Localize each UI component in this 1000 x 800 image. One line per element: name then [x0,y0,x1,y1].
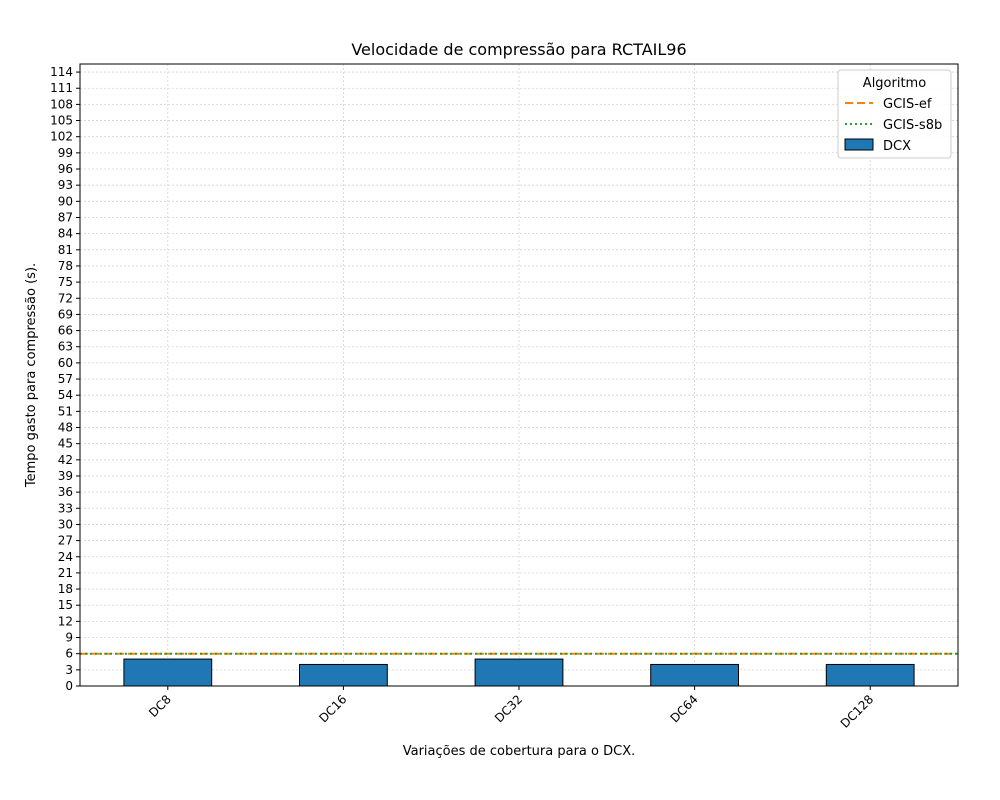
legend-title: Algoritmo [863,76,926,91]
y-tick-label: 51 [58,404,73,418]
x-axis-label: Variações de cobertura para o DCX. [403,744,636,759]
legend-swatch-dcx [844,138,874,151]
bar-series [123,658,915,687]
y-tick-label: 24 [58,550,73,564]
y-tick-label: 15 [58,598,73,612]
y-tick-label: 42 [58,453,73,467]
legend-label-gcis-s8b: GCIS-s8b [883,118,942,133]
y-tick-label: 99 [58,146,73,160]
y-tick-label: 114 [50,65,73,79]
y-tick-label: 21 [58,566,73,580]
bar-dcx [825,663,915,687]
y-tick-label: 33 [58,501,73,515]
y-axis-label: Tempo gasto para compressão (s). [24,263,39,488]
y-tick-label: 72 [58,291,73,305]
plot-frame [79,63,959,687]
y-tick-label: 18 [58,582,73,596]
legend-box [837,69,952,159]
legend-label-gcis-ef: GCIS-ef [883,97,932,112]
bar-dcx [123,658,213,687]
y-tick-label: 78 [58,259,73,273]
y-tick-label: 90 [58,194,73,208]
chart-title: Velocidade de compressão para RCTAIL96 [351,40,686,59]
y-tick-label: 75 [58,275,73,289]
y-tick-label: 111 [50,81,73,95]
legend: Algoritmo GCIS-ef GCIS-s8b DCX [837,69,952,159]
y-tick-label: 0 [65,679,73,693]
y-tick-label: 45 [58,437,73,451]
y-tick-label: 87 [58,210,73,224]
bar-dcx [299,663,388,687]
y-tick-label: 57 [58,372,73,386]
y-tick-label: 96 [58,162,73,176]
y-tick-label: 12 [58,614,73,628]
y-tick-label: 63 [58,340,73,354]
y-tick-label: 9 [65,631,73,645]
y-tick-label: 48 [58,421,73,435]
y-tick-label: 30 [58,517,73,531]
bar-dcx [650,663,740,687]
y-tick-label: 36 [58,485,73,499]
y-tick-label: 93 [58,178,73,192]
y-tick-label: 84 [58,227,73,241]
y-tick-label: 102 [50,130,73,144]
y-tick-label: 81 [58,243,73,257]
y-tick-label: 54 [58,388,73,402]
bar-dcx [474,658,564,687]
y-tick-label: 6 [65,647,73,661]
y-tick-label: 108 [50,97,73,111]
y-tick-label: 105 [50,114,73,128]
legend-label-dcx: DCX [883,139,911,154]
y-tick-label: 60 [58,356,73,370]
y-tick-label: 66 [58,324,73,338]
y-tick-label: 69 [58,307,73,321]
y-tick-label: 39 [58,469,73,483]
y-tick-label: 27 [58,534,73,548]
y-tick-label: 3 [65,663,73,677]
